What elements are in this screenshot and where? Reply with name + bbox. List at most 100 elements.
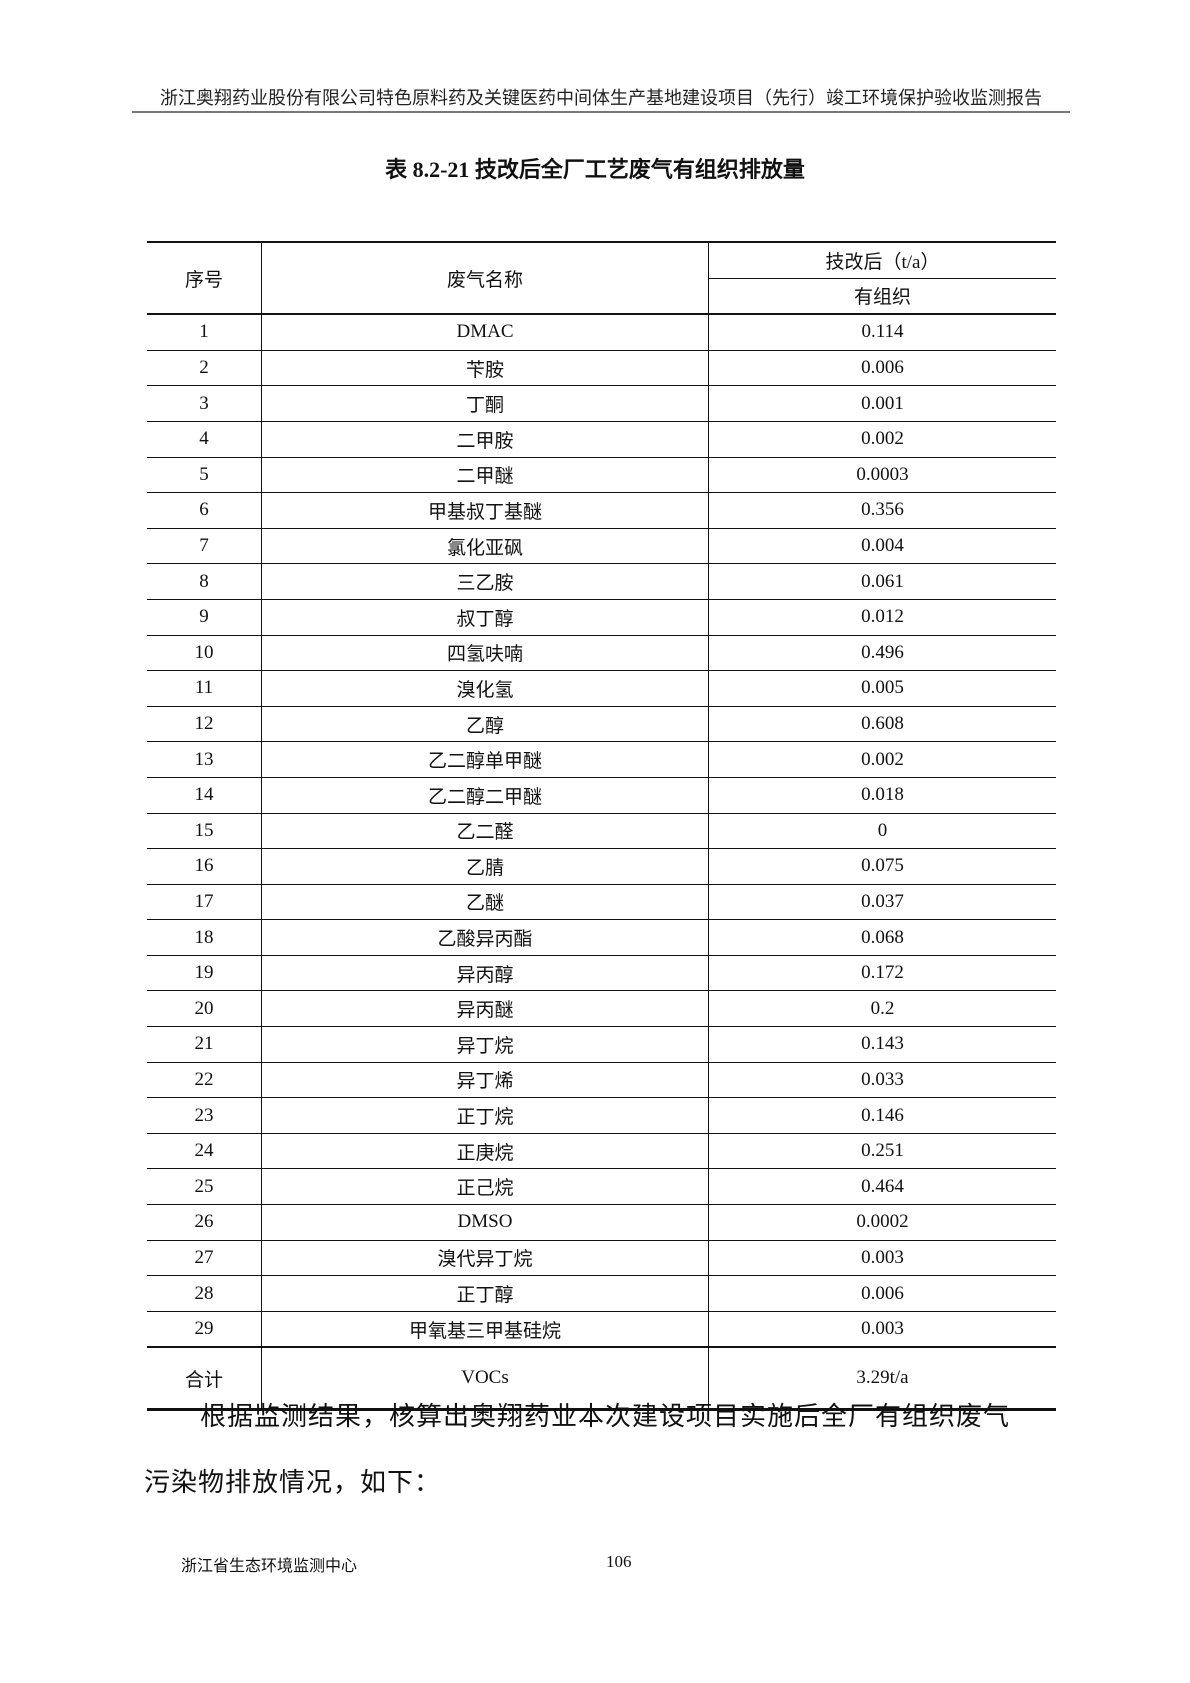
row-gas-name: DMSO	[261, 1204, 709, 1241]
body-paragraph-line1: 根据监测结果，核算出奥翔药业本次建设项目实施后全厂有组织废气	[200, 1402, 1011, 1431]
row-no: 25	[147, 1168, 262, 1206]
table-row: 24 正庚烷 0.251	[147, 1132, 1056, 1170]
emission-table: 序号 废气名称 技改后（t/a） 有组织 1 DMAC 0.114 2 苄胺 0.006 3…	[147, 240, 1056, 1412]
row-amount: 0.0002	[708, 1204, 1056, 1241]
row-gas-name: 乙腈	[261, 848, 709, 885]
table-row: 11 溴化氢 0.005	[147, 670, 1056, 707]
table-row: 5 二甲醚 0.0003	[147, 456, 1056, 494]
total-name: VOCs	[261, 1346, 709, 1412]
row-amount: 0.146	[708, 1097, 1056, 1134]
row-amount: 0.143	[708, 1026, 1056, 1063]
row-no: 15	[147, 812, 262, 850]
row-amount: 0.0003	[708, 456, 1056, 494]
table-row: 16 乙腈 0.075	[147, 848, 1056, 885]
row-no: 9	[147, 598, 262, 636]
table-row: 10 四氢呋喃 0.496	[147, 634, 1056, 672]
table-row: 29 甲氧基三甲基硅烷 0.003	[147, 1310, 1056, 1348]
row-amount: 0.068	[708, 919, 1056, 956]
table-row: 21 异丁烷 0.143	[147, 1026, 1056, 1063]
row-amount: 0.012	[708, 598, 1056, 636]
row-gas-name: 乙二醛	[261, 812, 709, 850]
row-gas-name: DMAC	[261, 313, 709, 351]
row-amount: 0.018	[708, 776, 1056, 814]
row-gas-name: 乙醇	[261, 705, 709, 743]
row-gas-name: 丁酮	[261, 385, 709, 422]
row-no: 29	[147, 1310, 262, 1348]
row-amount: 0.496	[708, 634, 1056, 672]
table-row: 26 DMSO 0.0002	[147, 1204, 1056, 1241]
row-gas-name: 溴化氢	[261, 670, 709, 707]
table-row: 12 乙醇 0.608	[147, 705, 1056, 743]
table-row: 2 苄胺 0.006	[147, 349, 1056, 387]
row-amount: 0.002	[708, 741, 1056, 778]
table-row: 6 甲基叔丁基醚 0.356	[147, 492, 1056, 529]
row-amount: 0.251	[708, 1132, 1056, 1170]
row-gas-name: 正庚烷	[261, 1132, 709, 1170]
row-no: 26	[147, 1204, 262, 1241]
row-gas-name: 甲氧基三甲基硅烷	[261, 1310, 709, 1348]
row-no: 7	[147, 527, 262, 565]
row-gas-name: 异丁烷	[261, 1026, 709, 1063]
table-row: 1 DMAC 0.114	[147, 313, 1056, 351]
row-gas-name: 叔丁醇	[261, 598, 709, 636]
row-no: 14	[147, 776, 262, 814]
row-amount: 0.002	[708, 420, 1056, 458]
row-no: 1	[147, 313, 262, 351]
row-gas-name: 乙醚	[261, 883, 709, 921]
row-no: 20	[147, 990, 262, 1028]
col-header-name: 废气名称	[261, 240, 709, 316]
row-no: 2	[147, 349, 262, 387]
row-amount: 0.001	[708, 385, 1056, 422]
row-amount: 0.608	[708, 705, 1056, 743]
col-header-no: 序号	[147, 240, 262, 316]
row-amount: 0.114	[708, 313, 1056, 351]
table-row: 17 乙醚 0.037	[147, 883, 1056, 921]
row-gas-name: 乙酸异丙酯	[261, 919, 709, 956]
row-amount: 0.464	[708, 1168, 1056, 1206]
row-gas-name: 异丙醇	[261, 954, 709, 992]
col-header-group: 技改后（t/a）	[708, 240, 1056, 279]
row-no: 5	[147, 456, 262, 494]
row-amount: 0.033	[708, 1061, 1056, 1099]
row-amount: 0.006	[708, 349, 1056, 387]
row-no: 16	[147, 848, 262, 885]
row-amount: 0.003	[708, 1310, 1056, 1348]
row-amount: 0.2	[708, 990, 1056, 1028]
table-row: 18 乙酸异丙酯 0.068	[147, 919, 1056, 956]
row-gas-name: 溴代异丁烷	[261, 1239, 709, 1277]
row-no: 3	[147, 385, 262, 422]
table-row: 3 丁酮 0.001	[147, 385, 1056, 422]
row-gas-name: 乙二醇单甲醚	[261, 741, 709, 778]
table-row: 15 乙二醛 0	[147, 812, 1056, 850]
row-gas-name: 正己烷	[261, 1168, 709, 1206]
row-amount: 0.005	[708, 670, 1056, 707]
row-gas-name: 苄胺	[261, 349, 709, 387]
row-gas-name: 正丁烷	[261, 1097, 709, 1134]
row-amount: 0.004	[708, 527, 1056, 565]
row-gas-name: 异丙醚	[261, 990, 709, 1028]
row-no: 21	[147, 1026, 262, 1063]
row-amount: 0.172	[708, 954, 1056, 992]
total-label: 合计	[147, 1346, 262, 1412]
total-row: 合计 VOCs 3.29t/a	[147, 1346, 1056, 1412]
row-no: 8	[147, 563, 262, 600]
table-row: 20 异丙醚 0.2	[147, 990, 1056, 1028]
row-no: 27	[147, 1239, 262, 1277]
table-row: 23 正丁烷 0.146	[147, 1097, 1056, 1134]
table-row: 9 叔丁醇 0.012	[147, 598, 1056, 636]
row-amount: 0.037	[708, 883, 1056, 921]
running-header: 浙江奥翔药业股份有限公司特色原料药及关键医药中间体生产基地建设项目（先行）竣工环…	[160, 88, 1042, 108]
row-no: 13	[147, 741, 262, 778]
row-gas-name: 甲基叔丁基醚	[261, 492, 709, 529]
table-row: 4 二甲胺 0.002	[147, 420, 1056, 458]
row-gas-name: 异丁烯	[261, 1061, 709, 1099]
row-gas-name: 氯化亚砜	[261, 527, 709, 565]
row-no: 23	[147, 1097, 262, 1134]
row-gas-name: 二甲胺	[261, 420, 709, 458]
table-row: 28 正丁醇 0.006	[147, 1275, 1056, 1312]
row-amount: 0	[708, 812, 1056, 850]
table-row: 13 乙二醇单甲醚 0.002	[147, 741, 1056, 778]
row-no: 17	[147, 883, 262, 921]
row-gas-name: 乙二醇二甲醚	[261, 776, 709, 814]
row-no: 4	[147, 420, 262, 458]
